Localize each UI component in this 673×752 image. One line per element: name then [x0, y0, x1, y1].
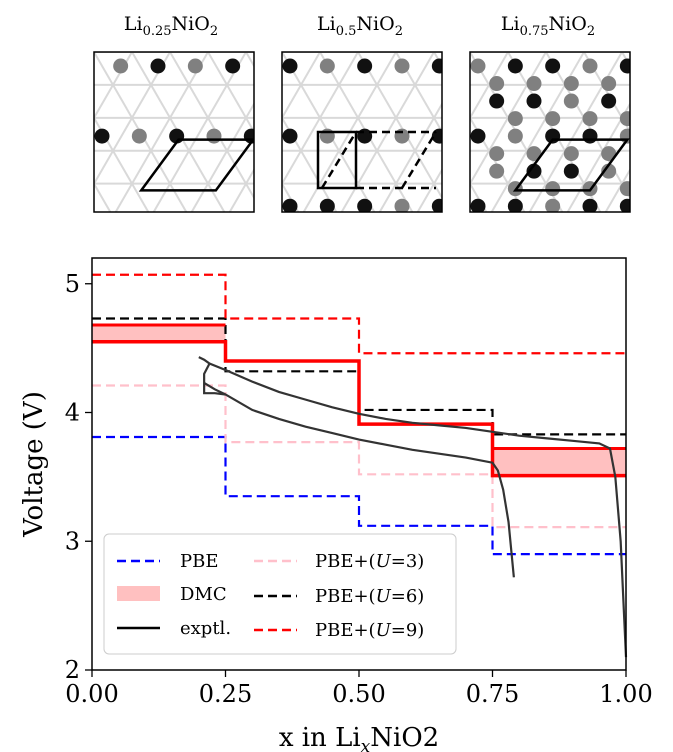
x-tick-label-3: 0.75 — [466, 680, 519, 708]
legend-label-pbe: PBE — [180, 551, 218, 572]
lattice-1 — [93, 51, 255, 213]
structure-panel-2: Li0.5NiO2 — [281, 13, 443, 213]
exptl-hook-curve — [203, 363, 226, 396]
panel-title-1: Li0.25NiO2 — [124, 13, 218, 39]
legend-label-u6: PBE+(U=6) — [315, 586, 424, 607]
dmc-bands — [92, 324, 626, 476]
series-pbe-u-9-line — [92, 273, 626, 355]
dmc-band-0 — [92, 324, 226, 342]
series-lines — [92, 273, 628, 658]
series-pbe-line — [92, 435, 626, 556]
x-tick-label-0: 0.00 — [65, 680, 118, 708]
legend: PBE DMC exptl. PBE+(U=3) PBE+(U=6) PBE+(… — [103, 533, 457, 655]
plot-frame — [91, 257, 627, 671]
y-tick-label-3: 5 — [65, 270, 80, 298]
x-tick-label-2: 0.50 — [332, 680, 385, 708]
y-tick-label-2: 4 — [65, 399, 80, 427]
lattice-3 — [469, 51, 631, 213]
structure-panel-3: Li0.75NiO2 — [469, 13, 631, 213]
y-axis-label: Voltage (V) — [19, 391, 49, 538]
legend-label-dmc: DMC — [180, 584, 227, 605]
x-tick-label-1: 0.25 — [199, 680, 252, 708]
x-tick-label-4: 1.00 — [599, 680, 652, 708]
legend-label-exptl: exptl. — [180, 618, 231, 639]
y-tick-label-1: 3 — [65, 527, 80, 555]
structure-panel-1: Li0.25NiO2 — [93, 13, 255, 213]
x-axis-label: x in LixNiO2 — [279, 723, 439, 752]
exptl-charge-curve — [198, 356, 628, 658]
dmc-band-3 — [492, 448, 626, 476]
exptl-discharge-curve — [203, 381, 515, 578]
legend-box — [103, 533, 457, 655]
ticks: 0.00 0.25 0.50 0.75 1.00 2 3 4 5 — [65, 270, 653, 708]
legend-label-u3: PBE+(U=3) — [315, 551, 424, 572]
panel-title-3: Li0.75NiO2 — [501, 13, 595, 39]
lattice-2 — [281, 51, 443, 213]
dmc-line — [92, 339, 626, 478]
y-tick-label-0: 2 — [65, 656, 80, 684]
legend-swatch-dmc — [117, 586, 160, 601]
voltage-chart: 0.00 0.25 0.50 0.75 1.00 2 3 4 5 x in LixNiO2 Vo… — [19, 257, 653, 752]
panel-title-2: Li0.5NiO2 — [317, 13, 403, 39]
legend-label-u9: PBE+(U=9) — [315, 620, 424, 641]
